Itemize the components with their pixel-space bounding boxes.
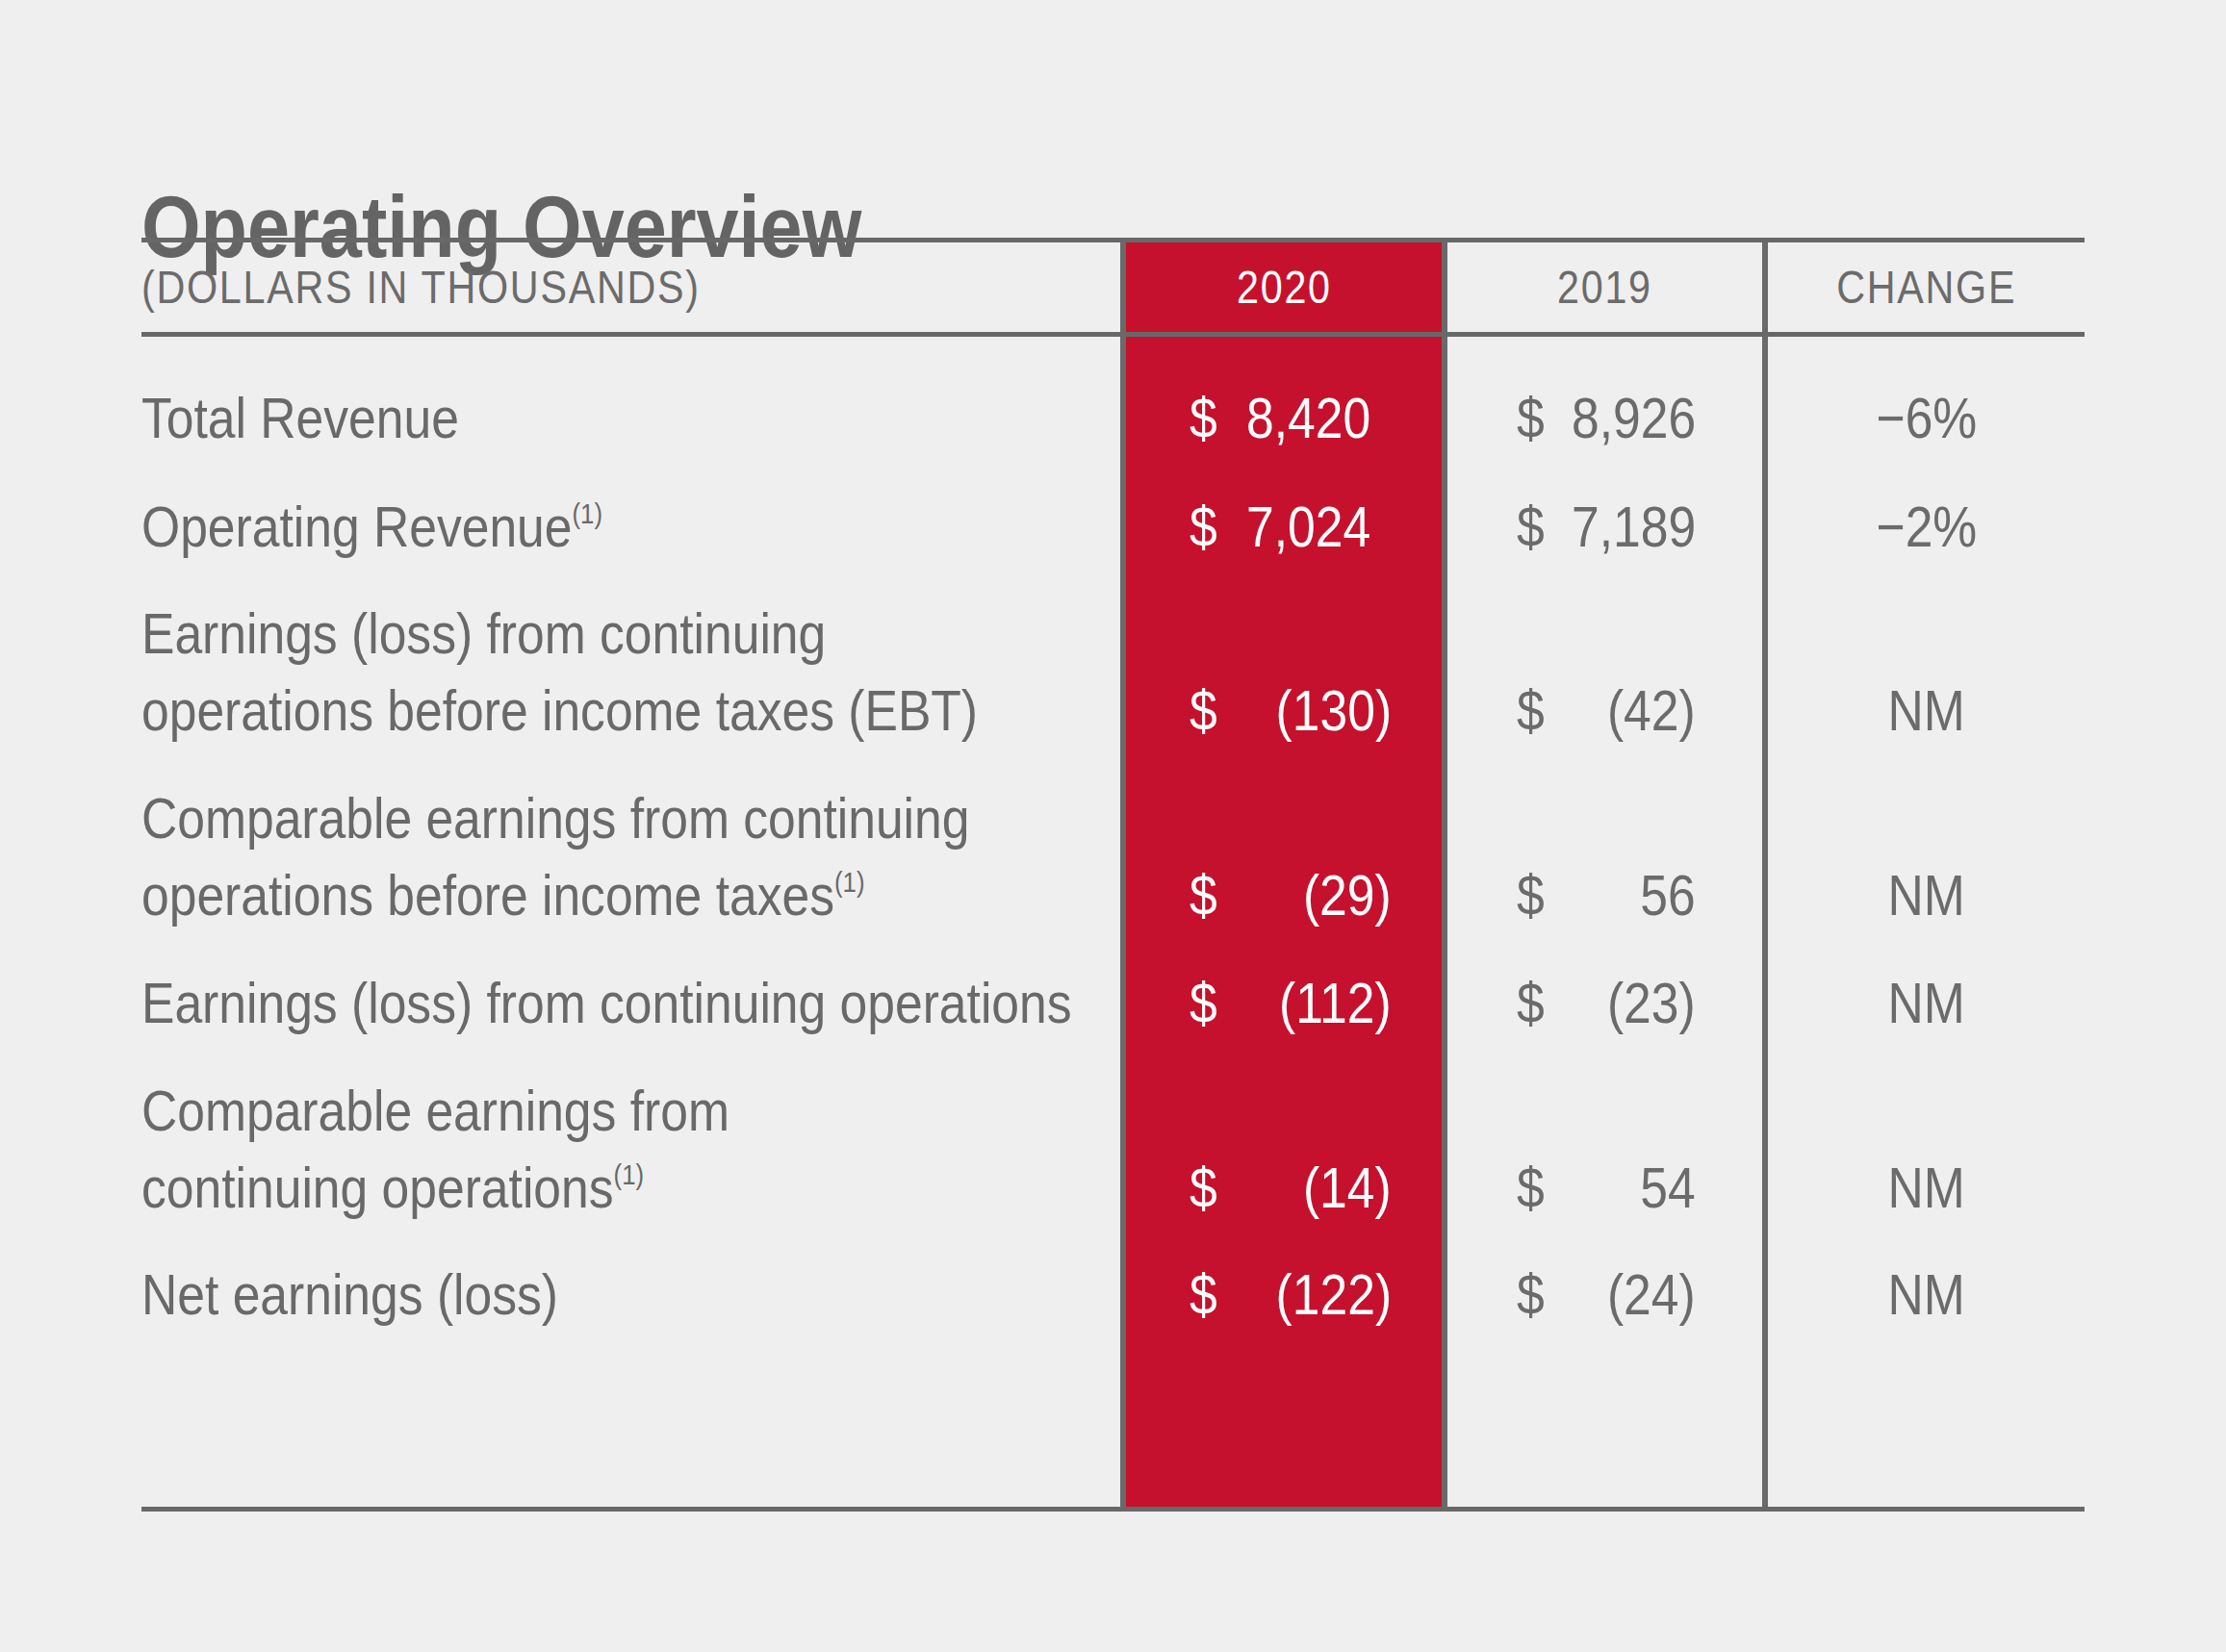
value-change: −2% <box>1768 489 2085 566</box>
value-2020: $(14) <box>1126 1150 1442 1227</box>
value-2019: $(23) <box>1447 965 1762 1042</box>
value-2020: $8,420 <box>1126 380 1442 457</box>
value-2020: $(112) <box>1126 965 1442 1042</box>
value-2019: $(24) <box>1447 1257 1762 1334</box>
col-header-2020: 2020 <box>1126 242 1442 332</box>
value-2019: $56 <box>1447 857 1762 934</box>
value-2019: $(42) <box>1447 673 1762 750</box>
value-change: NM <box>1768 673 2085 750</box>
col-header-units: (DOLLARS IN THOUSANDS) <box>141 242 791 332</box>
col-header-2019: 2019 <box>1447 242 1762 332</box>
value-2019: $54 <box>1447 1150 1762 1227</box>
value-2020: $(130) <box>1126 673 1442 750</box>
operating-overview-sheet: Operating Overview (DOLLARS IN THOUSANDS… <box>0 0 2226 1652</box>
value-2019: $7,189 <box>1447 489 1762 566</box>
value-change: NM <box>1768 1150 2085 1227</box>
value-2020: $7,024 <box>1126 489 1442 566</box>
col-header-change: CHANGE <box>1768 242 2085 332</box>
value-2020: $(29) <box>1126 857 1442 934</box>
value-2020: $(122) <box>1126 1257 1442 1334</box>
value-change: NM <box>1768 857 2085 934</box>
header-underline-rule <box>141 332 2085 337</box>
value-2019: $8,926 <box>1447 380 1762 457</box>
value-change: NM <box>1768 1257 2085 1334</box>
table-bottom-rule <box>141 1507 2085 1512</box>
value-change: NM <box>1768 965 2085 1042</box>
value-change: −6% <box>1768 380 2085 457</box>
table-header-row: (DOLLARS IN THOUSANDS) 2020 2019 CHANGE <box>0 242 2226 332</box>
